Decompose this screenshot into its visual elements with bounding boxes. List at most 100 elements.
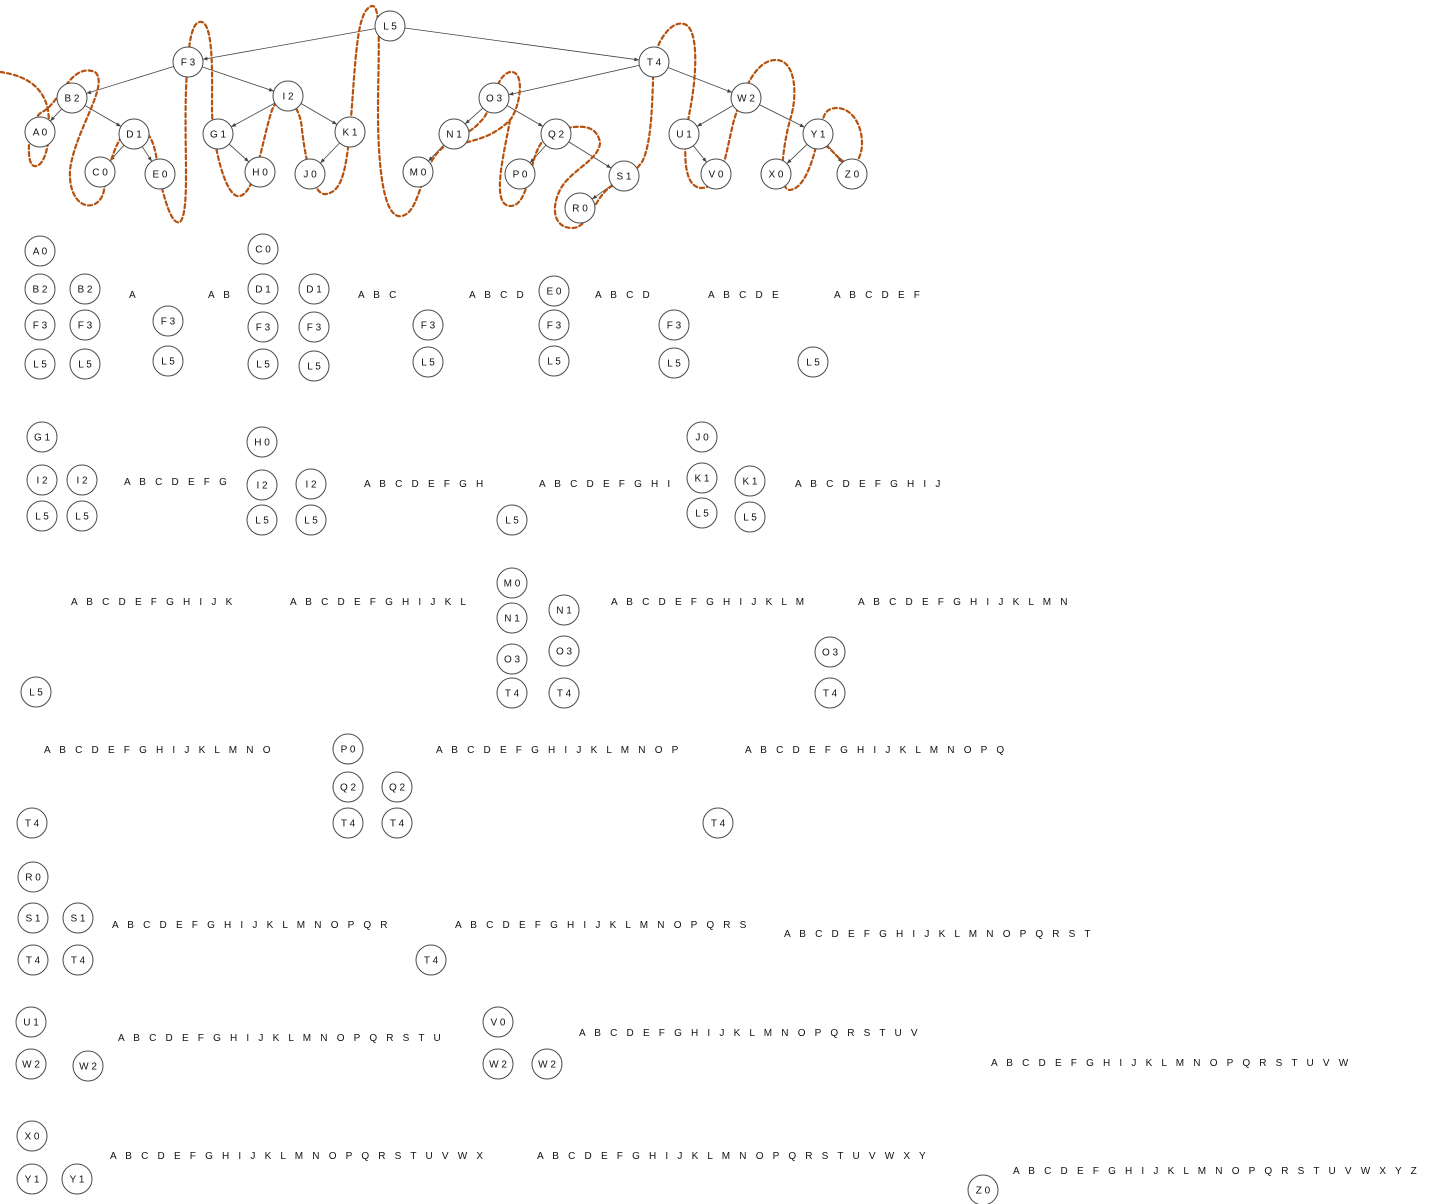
sequence-row: A B C D E — [708, 290, 782, 301]
tree-node-label: Y 1 — [811, 130, 826, 141]
stack-columns: A 0B 2F 3L 5B 2F 3L 5F 3L 5C 0D 1F 3L 5D… — [15, 233, 999, 1204]
tree-node-label: V 0 — [708, 170, 723, 181]
sequence-row: A B C D E F G H I J K — [71, 597, 235, 608]
stack-node-label: T 4 — [341, 819, 356, 830]
stack-node-label: F 3 — [33, 321, 48, 332]
stack-node-circle — [17, 902, 49, 934]
tree-node-a: A 0 — [24, 116, 56, 148]
stack-node-circle — [412, 346, 444, 378]
tree-node-circle — [668, 118, 700, 150]
tree-edge-o-n — [464, 107, 484, 125]
stack-node-label: B 2 — [32, 285, 47, 296]
stack-node-circle — [496, 643, 528, 675]
stack-node-circle — [24, 235, 56, 267]
stack-node-circle — [538, 345, 570, 377]
stack-node-circle — [24, 273, 56, 305]
tree-node-label: T 4 — [647, 58, 662, 69]
stack-node-label: V 0 — [490, 1018, 505, 1029]
tree-node-label: O 3 — [486, 94, 503, 105]
stack-column: I 2 L 5 — [295, 468, 327, 536]
tree-node-k: K 1 — [334, 116, 366, 148]
stack-node-label: F 3 — [307, 323, 322, 334]
tree-edge-b-a — [49, 108, 63, 122]
stack-node-circle — [381, 771, 413, 803]
tree-edge-i-k — [300, 103, 338, 125]
sequence-row: A B C D E F G H I J K L M N — [858, 597, 1071, 608]
stack-column: U 1 W 2 — [15, 1006, 47, 1080]
tree-node-z: Z 0 — [836, 158, 868, 190]
tree-edge-u-v — [693, 145, 707, 163]
stack-node-label: L 5 — [307, 362, 321, 373]
stack-column: T 4 — [702, 807, 734, 839]
stack-column: T 4 — [415, 944, 447, 976]
stack-node-label: W 2 — [538, 1060, 556, 1071]
stack-node-circle — [295, 468, 327, 500]
stack-node-circle — [381, 807, 413, 839]
stack-node-circle — [16, 1163, 48, 1195]
tree-node-f: F 3 — [172, 46, 204, 78]
stack-node-circle — [69, 309, 101, 341]
stack-node-circle — [24, 309, 56, 341]
stack-column: F 3 L 5 — [152, 305, 184, 377]
stack-column: Z 0 — [967, 1174, 999, 1204]
tree-edge-q-s — [568, 141, 612, 169]
sequence-row: A B C D E F G H I J K L M N O P Q R S T … — [537, 1151, 929, 1162]
tree-edge-l-t — [404, 27, 640, 62]
tree-node-d: D 1 — [118, 118, 150, 150]
stack-node-circle — [17, 861, 49, 893]
stack-node-label: L 5 — [304, 516, 318, 527]
stack-node-circle — [246, 426, 278, 458]
stack-node-circle — [15, 1048, 47, 1080]
stack-node-circle — [548, 635, 580, 667]
stack-node-label: E 0 — [546, 287, 561, 298]
stack-node-label: F 3 — [421, 321, 436, 332]
stack-column: N 1 O 3 T 4 — [548, 594, 580, 709]
stack-node-circle — [152, 305, 184, 337]
stack-column: L 5 — [496, 504, 528, 536]
stack-node-label: T 4 — [557, 689, 572, 700]
tree-node-label: S 1 — [616, 172, 631, 183]
stack-node-label: Y 1 — [25, 1175, 40, 1186]
tree-edge-w-y — [759, 104, 805, 128]
tree-node-label: C 0 — [92, 168, 108, 179]
stack-node-circle — [496, 567, 528, 599]
stack-column: F 3 L 5 — [412, 309, 444, 378]
stack-node-circle — [814, 677, 846, 709]
stack-node-label: D 1 — [255, 285, 271, 296]
stack-node-circle — [26, 500, 58, 532]
stack-node-label: G 1 — [34, 433, 51, 444]
stack-node-circle — [482, 1048, 514, 1080]
threaded-traversal-path — [0, 4, 864, 230]
tree-node-g: G 1 — [202, 118, 234, 150]
tree-node-r: R 0 — [564, 192, 596, 224]
tree-node-circle — [172, 46, 204, 78]
stack-node-label: N 1 — [556, 606, 572, 617]
tree-node-label: Q 2 — [548, 130, 565, 141]
stack-node-circle — [20, 676, 52, 708]
tree-node-label: A 0 — [33, 128, 48, 139]
stack-node-circle — [62, 944, 94, 976]
sequence-row: A B C D E F G H I J K L — [290, 597, 469, 608]
tree-node-t: T 4 — [638, 46, 670, 78]
stack-node-circle — [298, 350, 330, 382]
tree-node-circle — [202, 118, 234, 150]
tree-node-n: N 1 — [438, 118, 470, 150]
tree-node-circle — [402, 156, 434, 188]
stack-column: W 2 — [72, 1050, 104, 1082]
tree-edge-f-i — [202, 66, 274, 92]
tree-node-label: I 2 — [282, 92, 294, 103]
stack-node-label: T 4 — [823, 689, 838, 700]
stack-node-circle — [967, 1174, 999, 1204]
tree-node-circle — [24, 116, 56, 148]
tree-node-circle — [438, 118, 470, 150]
stack-node-label: L 5 — [743, 513, 757, 524]
tree-node-x: X 0 — [760, 158, 792, 190]
stack-node-label: T 4 — [424, 956, 439, 967]
stack-column: J 0 K 1 L 5 — [686, 421, 718, 529]
stack-node-circle — [658, 347, 690, 379]
stack-node-circle — [69, 273, 101, 305]
stack-node-label: I 2 — [256, 481, 268, 492]
stack-column: L 5 — [20, 676, 52, 708]
stack-node-circle — [69, 348, 101, 380]
tree-node-c: C 0 — [84, 156, 116, 188]
